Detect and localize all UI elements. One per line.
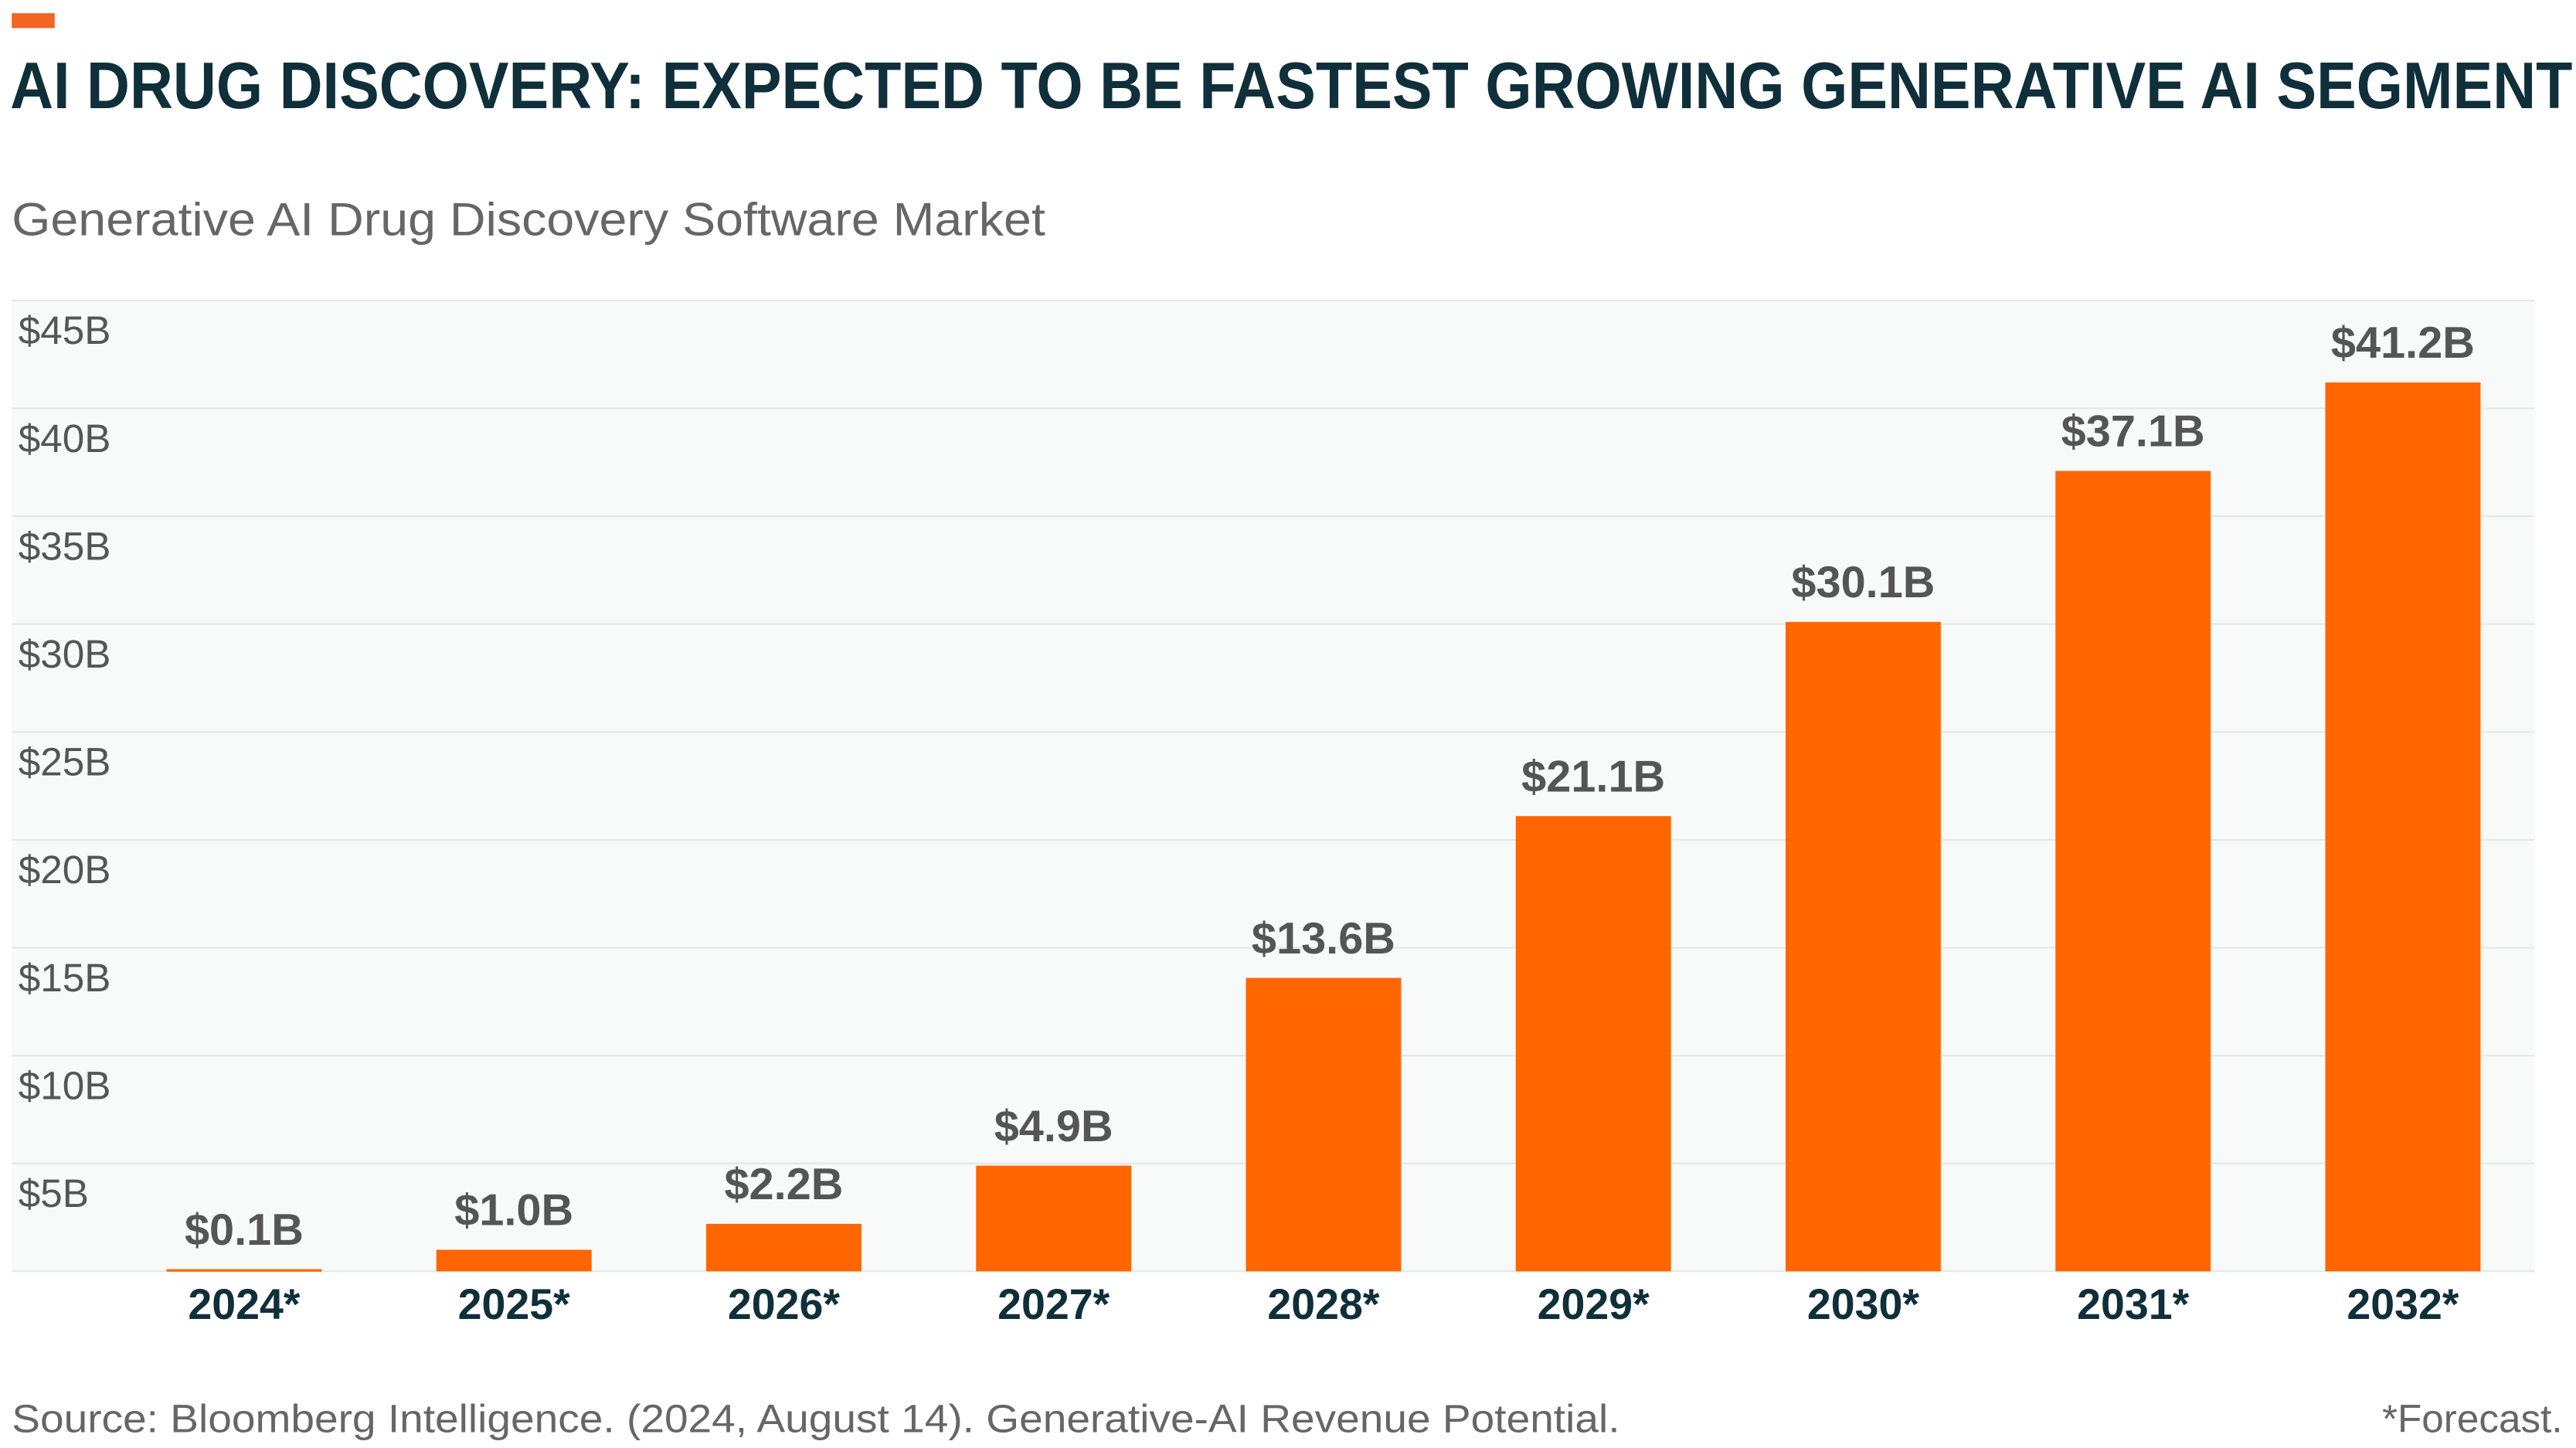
value-label: $37.1B: [2061, 407, 2205, 457]
y-tick-label: $10B: [19, 1063, 111, 1107]
x-tick-label: 2030*: [1807, 1280, 1920, 1328]
x-tick-label: 2029*: [1538, 1280, 1650, 1328]
x-tick-label: 2027*: [997, 1280, 1110, 1328]
value-label: $2.2B: [724, 1160, 843, 1209]
chart-title: AI DRUG DISCOVERY: EXPECTED TO BE FASTES…: [10, 49, 2572, 123]
y-tick-label: $5B: [19, 1171, 89, 1215]
y-tick-label: $15B: [19, 956, 111, 1000]
bar: [1246, 977, 1402, 1272]
value-label: $0.1B: [185, 1205, 304, 1255]
x-tick-label: 2024*: [188, 1280, 301, 1328]
bar: [1515, 816, 1671, 1272]
bar: [1786, 621, 1941, 1272]
y-tick-label: $20B: [19, 848, 111, 892]
bar: [2055, 471, 2211, 1272]
value-label: $41.2B: [2331, 318, 2475, 368]
x-tick-label: 2025*: [458, 1280, 571, 1328]
y-tick-label: $25B: [19, 740, 111, 784]
x-tick-label: 2026*: [728, 1280, 841, 1328]
value-label: $13.6B: [1252, 914, 1395, 964]
value-label: $1.0B: [454, 1186, 573, 1236]
chart-subtitle: Generative AI Drug Discovery Software Ma…: [12, 193, 1045, 245]
bar: [706, 1223, 861, 1272]
y-tick-label: $45B: [19, 308, 111, 352]
source: Source: Bloomberg Intelligence. (2024, A…: [12, 1396, 1619, 1440]
bar: [2325, 382, 2481, 1272]
y-tick-label: $40B: [19, 416, 111, 461]
x-tick-label: 2028*: [1267, 1280, 1380, 1328]
x-tick-label: 2031*: [2077, 1280, 2190, 1328]
bar: [436, 1249, 592, 1272]
note: *Forecast.: [2382, 1396, 2563, 1440]
value-label: $30.1B: [1791, 558, 1935, 607]
y-tick-label: $30B: [19, 632, 111, 676]
x-tick-label: 2032*: [2347, 1280, 2459, 1328]
y-tick-label: $35B: [19, 524, 111, 568]
bar: [976, 1165, 1132, 1272]
bar: [166, 1269, 322, 1272]
value-label: $21.1B: [1521, 752, 1665, 801]
accent-bar: [12, 13, 55, 29]
value-label: $4.9B: [994, 1102, 1113, 1151]
